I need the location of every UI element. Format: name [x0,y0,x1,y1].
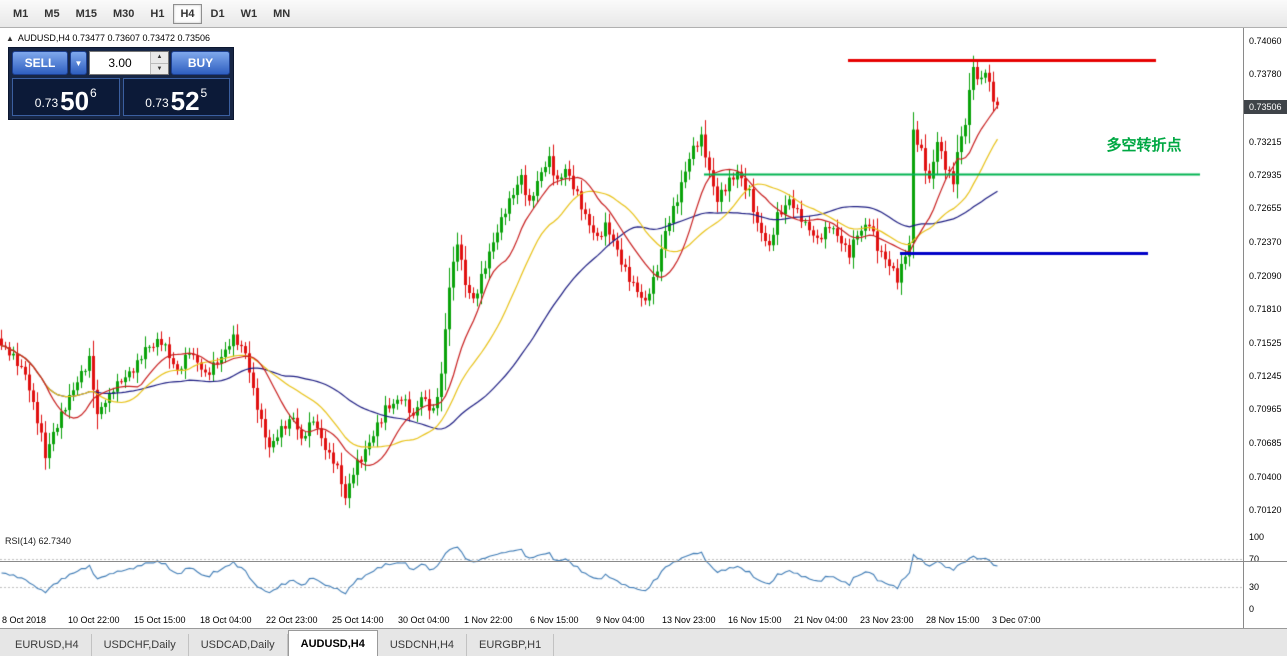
current-price-badge: 0.73506 [1244,99,1287,114]
chart-annotation-label: 多空转折点 [1106,135,1182,154]
time-tick-label: 21 Nov 04:00 [794,615,848,625]
one-click-trading-panel: SELL ▼ ▲ ▼ BUY 0.73 50 6 [8,47,234,120]
timeframe-button-w1[interactable]: W1 [234,4,265,24]
time-tick-label: 3 Dec 07:00 [992,615,1041,625]
price-tick-label: 0.71810 [1249,303,1282,314]
rsi-label: RSI(14) 62.7340 [5,536,72,546]
sell-price[interactable]: 0.73 50 6 [12,78,120,116]
time-tick-label: 23 Nov 23:00 [860,615,914,625]
time-tick-label: 9 Nov 04:00 [596,615,645,625]
lot-size-input[interactable] [90,52,150,74]
price-axis[interactable]: 0.73506 0.74060 0.73780 0.73215 0.72935 0.72… [1243,28,1287,628]
lot-increase-button[interactable]: ▲ [151,52,168,64]
trade-panel-controls: SELL ▼ ▲ ▼ BUY [12,51,230,75]
chart-tab-audusd-h4[interactable]: AUDUSD,H4 [287,630,378,656]
price-tick-label: 0.70685 [1249,437,1282,448]
price-tick-label: 0.70965 [1249,404,1282,415]
rsi-indicator-canvas[interactable] [0,534,1243,612]
time-tick-label: 30 Oct 04:00 [398,615,450,625]
price-tick-label: 0.70120 [1249,505,1282,515]
chart-tab-usdchf-daily[interactable]: USDCHF,Daily [92,634,189,656]
time-tick-label: 28 Nov 15:00 [926,615,980,625]
buy-price-big: 52 [170,86,200,116]
timeframe-button-h4[interactable]: H4 [173,3,202,24]
time-tick-label: 18 Oct 04:00 [200,615,252,625]
lot-spinner: ▲ ▼ [150,52,168,74]
chart-ohlc-header: ▲ AUDUSD,H4 0.73477 0.73607 0.73472 0.73… [6,33,210,43]
time-tick-label: 13 Nov 23:00 [662,615,716,625]
time-tick-label: 1 Nov 22:00 [464,615,513,625]
price-tick-label: 0.71245 [1249,371,1282,382]
pane-splitter[interactable] [0,561,1287,562]
timeframe-button-m30[interactable]: M30 [106,4,141,24]
lot-size-field: ▲ ▼ [89,51,169,75]
chart-tab-eurusd-h4[interactable]: EURUSD,H4 [3,634,92,656]
rsi-tick-label: 70 [1249,553,1260,564]
price-tick-label: 0.71525 [1249,337,1282,348]
sell-button[interactable]: SELL [12,51,68,75]
lot-decrease-button[interactable]: ▼ [151,63,168,74]
sell-price-big: 50 [60,86,90,116]
timeframe-button-d1[interactable]: D1 [204,4,232,24]
order-type-dropdown[interactable]: ▼ [70,51,87,75]
trade-panel-prices: 0.73 50 6 0.73 52 5 [12,78,230,116]
price-tick-label: 0.72935 [1249,169,1282,180]
price-tick-label: 0.72655 [1249,203,1282,214]
chart-tab-usdcnh-h4[interactable]: USDCNH,H4 [378,634,468,656]
time-tick-label: 8 Oct 2018 [2,615,47,625]
timeframe-button-h1[interactable]: H1 [143,4,171,24]
time-tick-label: 22 Oct 23:00 [266,615,318,625]
rsi-tick-label: 30 [1249,582,1260,593]
buy-button[interactable]: BUY [171,51,230,75]
sell-price-pipette: 6 [90,86,97,100]
chart-area: ▲ AUDUSD,H4 0.73477 0.73607 0.73472 0.73… [0,28,1243,628]
timeframe-toolbar: M1 M5 M15 M30 H1 H4 D1 W1 MN [0,0,1287,28]
ohlc-text: AUDUSD,H4 0.73477 0.73607 0.73472 0.7350… [17,33,211,43]
chart-tab-usdcad-daily[interactable]: USDCAD,Daily [189,634,288,656]
price-tick-label: 0.74060 [1249,36,1282,46]
price-tick-label: 0.73780 [1249,69,1282,80]
time-tick-label: 16 Nov 15:00 [728,615,782,625]
time-tick-label: 25 Oct 14:00 [332,615,384,625]
timeframe-button-m1[interactable]: M1 [6,4,35,24]
buy-price-prefix: 0.73 [145,96,169,110]
buy-price[interactable]: 0.73 52 5 [122,78,230,116]
rsi-tick-label: 0 [1249,604,1255,614]
price-tick-label: 0.70400 [1249,471,1282,482]
rsi-tick-label: 100 [1249,532,1265,542]
price-tick-label: 0.72370 [1249,237,1282,248]
time-tick-label: 15 Oct 15:00 [134,615,186,625]
sell-price-prefix: 0.73 [34,96,59,110]
time-tick-label: 10 Oct 22:00 [68,615,120,625]
timeframe-button-m15[interactable]: M15 [69,4,104,24]
chart-tabs-bar: EURUSD,H4 USDCHF,Daily USDCAD,Daily AUDUSD,… [0,628,1287,656]
time-axis[interactable]: 8 Oct 2018 10 Oct 22:00 15 Oct 15:00 18 Oct… [0,613,1243,628]
timeframe-button-m5[interactable]: M5 [37,4,66,24]
timeframe-button-mn[interactable]: MN [266,4,297,24]
price-tick-label: 0.73215 [1249,136,1282,147]
chevron-down-icon: ▼ [74,58,83,68]
chart-tab-eurgbp-h1[interactable]: EURGBP,H1 [467,634,555,656]
buy-price-pipette: 5 [200,86,208,100]
time-tick-label: 6 Nov 15:00 [530,615,579,625]
price-tick-label: 0.72090 [1249,270,1282,281]
one-click-toggle-icon[interactable]: ▲ [6,33,14,43]
